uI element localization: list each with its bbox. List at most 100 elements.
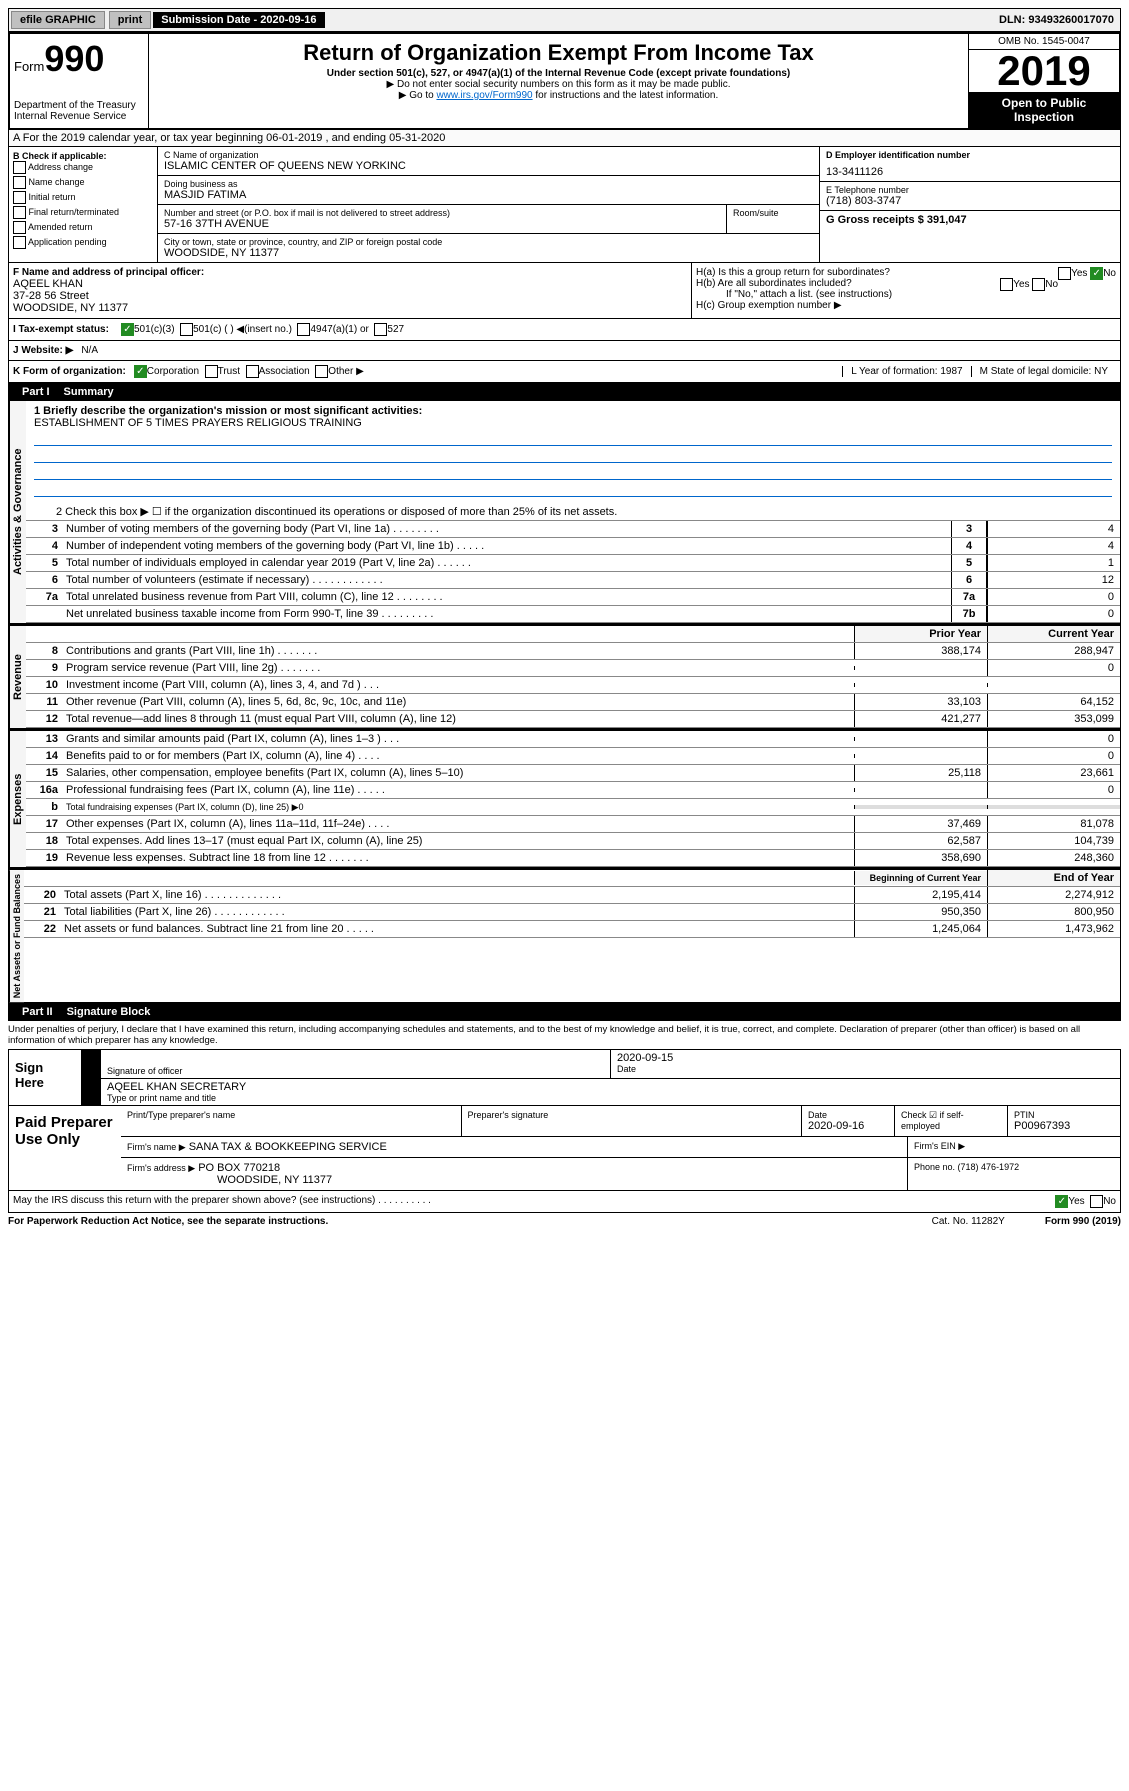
- k-label: K Form of organization:: [13, 366, 126, 377]
- phone-label: E Telephone number: [826, 185, 1114, 195]
- line-16a-desc: Professional fundraising fees (Part IX, …: [62, 782, 854, 798]
- arrow-icon: [81, 1050, 101, 1078]
- top-bar: efile GRAPHIC print Submission Date - 20…: [8, 8, 1121, 32]
- room-label: Room/suite: [733, 208, 813, 218]
- discuss-row: May the IRS discuss this return with the…: [8, 1191, 1121, 1213]
- line-19-prior: 358,690: [854, 850, 987, 866]
- firm-addr-label: Firm's address ▶: [127, 1163, 195, 1173]
- sig-officer-caption: Signature of officer: [107, 1066, 604, 1076]
- line-22-prior: 1,245,064: [854, 921, 987, 937]
- part-1-label: Part I: [16, 386, 56, 398]
- form-prefix: Form: [14, 59, 44, 74]
- part-1-title: Summary: [64, 386, 114, 398]
- part-2-title: Signature Block: [67, 1006, 151, 1018]
- tax-year: 2019: [969, 50, 1119, 92]
- opt-corp: Corporation: [147, 366, 199, 377]
- opt-other: Other ▶: [328, 366, 363, 377]
- form-header: Form990 Department of the Treasury Inter…: [8, 32, 1121, 130]
- line-4-desc: Number of independent voting members of …: [62, 538, 951, 554]
- line-7b-desc: Net unrelated business taxable income fr…: [62, 606, 951, 622]
- note-2: ▶ Go to www.irs.gov/Form990 for instruct…: [153, 90, 964, 101]
- prep-date-label: Date: [808, 1110, 888, 1120]
- cb-final-return[interactable]: Final return/terminated: [13, 206, 153, 219]
- vert-net: Net Assets or Fund Balances: [9, 870, 24, 1002]
- line-11-prior: 33,103: [854, 694, 987, 710]
- preparer-label: Paid Preparer Use Only: [9, 1106, 121, 1190]
- hdr-prior: Prior Year: [854, 626, 987, 642]
- f-name: AQEEL KHAN: [13, 278, 687, 290]
- ptin-label: PTIN: [1014, 1110, 1114, 1120]
- line-8-curr: 288,947: [987, 643, 1120, 659]
- opt-501c: 501(c) ( ) ◀(insert no.): [193, 324, 292, 335]
- l-year: L Year of formation: 1987: [842, 366, 970, 377]
- gross-receipts: G Gross receipts $ 391,047: [826, 214, 1114, 226]
- phone-value: (718) 803-3747: [826, 195, 1114, 207]
- line-2: 2 Check this box ▶ ☐ if the organization…: [26, 503, 1120, 520]
- efile-button[interactable]: efile GRAPHIC: [11, 11, 105, 29]
- print-button[interactable]: print: [109, 11, 151, 29]
- cb-amended[interactable]: Amended return: [13, 221, 153, 234]
- mission-label: 1 Briefly describe the organization's mi…: [34, 405, 1112, 417]
- opt-trust: Trust: [218, 366, 240, 377]
- firm-city: WOODSIDE, NY 11377: [127, 1174, 332, 1186]
- instructions-link[interactable]: www.irs.gov/Form990: [436, 90, 532, 101]
- opt-527: 527: [387, 324, 404, 335]
- line-7a-val: 0: [987, 589, 1120, 605]
- m-state: M State of legal domicile: NY: [971, 366, 1116, 377]
- line-9-desc: Program service revenue (Part VIII, line…: [62, 660, 854, 676]
- line-20-desc: Total assets (Part X, line 16) . . . . .…: [60, 887, 854, 903]
- firm-ein-label: Firm's EIN ▶: [908, 1137, 1120, 1157]
- cb-application[interactable]: Application pending: [13, 236, 153, 249]
- i-label: I Tax-exempt status:: [13, 324, 109, 335]
- line-6-val: 12: [987, 572, 1120, 588]
- city-value: WOODSIDE, NY 11377: [164, 247, 813, 259]
- line-5-val: 1: [987, 555, 1120, 571]
- check-icon: ✓: [1090, 267, 1103, 280]
- line-12-desc: Total revenue—add lines 8 through 11 (mu…: [62, 711, 854, 727]
- dba-label: Doing business as: [164, 179, 813, 189]
- tax-exempt-row: I Tax-exempt status: ✓ 501(c)(3) 501(c) …: [8, 319, 1121, 341]
- part-1-header: Part I Summary: [8, 383, 1121, 401]
- col-b-title: B Check if applicable:: [13, 151, 153, 161]
- summary-expenses: Expenses 13Grants and similar amounts pa…: [8, 729, 1121, 868]
- f-label: F Name and address of principal officer:: [13, 267, 687, 278]
- part-2-label: Part II: [16, 1006, 59, 1018]
- officer-name: AQEEL KHAN SECRETARY: [107, 1081, 1114, 1093]
- line-15-desc: Salaries, other compensation, employee b…: [62, 765, 854, 781]
- line-6-desc: Total number of volunteers (estimate if …: [62, 572, 951, 588]
- addr-value: 57-16 37TH AVENUE: [164, 218, 720, 230]
- cb-name-change[interactable]: Name change: [13, 176, 153, 189]
- line-7b-val: 0: [987, 606, 1120, 622]
- summary-governance: Activities & Governance 1 Briefly descri…: [8, 401, 1121, 624]
- org-name: ISLAMIC CENTER OF QUEENS NEW YORKINC: [164, 160, 813, 172]
- name-caption: Type or print name and title: [107, 1093, 1114, 1103]
- dept-label: Department of the Treasury: [14, 100, 144, 111]
- form-footer: Form 990 (2019): [1045, 1216, 1121, 1227]
- website-value: N/A: [81, 345, 98, 356]
- cb-initial-return[interactable]: Initial return: [13, 191, 153, 204]
- line-7a-desc: Total unrelated business revenue from Pa…: [62, 589, 951, 605]
- cb-address-change[interactable]: Address change: [13, 161, 153, 174]
- self-employed-label: Check ☑ if self-employed: [901, 1110, 964, 1131]
- line-15-prior: 25,118: [854, 765, 987, 781]
- line-20-curr: 2,274,912: [987, 887, 1120, 903]
- line-4-val: 4: [987, 538, 1120, 554]
- check-icon: ✓: [134, 365, 147, 378]
- vert-expenses: Expenses: [9, 731, 26, 867]
- line-3-desc: Number of voting members of the governin…: [62, 521, 951, 537]
- info-grid: B Check if applicable: Address change Na…: [8, 147, 1121, 263]
- form-title: Return of Organization Exempt From Incom…: [153, 40, 964, 66]
- sign-date: 2020-09-15: [617, 1052, 1114, 1064]
- line-12-curr: 353,099: [987, 711, 1120, 727]
- date-caption: Date: [617, 1064, 1114, 1074]
- line-8-desc: Contributions and grants (Part VIII, lin…: [62, 643, 854, 659]
- line-15-curr: 23,661: [987, 765, 1120, 781]
- opt-assoc: Association: [259, 366, 310, 377]
- prep-sig-label: Preparer's signature: [468, 1110, 796, 1120]
- col-d-ein: D Employer identification number 13-3411…: [819, 147, 1120, 262]
- line-10-desc: Investment income (Part VIII, column (A)…: [62, 677, 854, 693]
- line-13-desc: Grants and similar amounts paid (Part IX…: [62, 731, 854, 747]
- preparer-block: Paid Preparer Use Only Print/Type prepar…: [8, 1106, 1121, 1191]
- line-21-curr: 800,950: [987, 904, 1120, 920]
- line-3-val: 4: [987, 521, 1120, 537]
